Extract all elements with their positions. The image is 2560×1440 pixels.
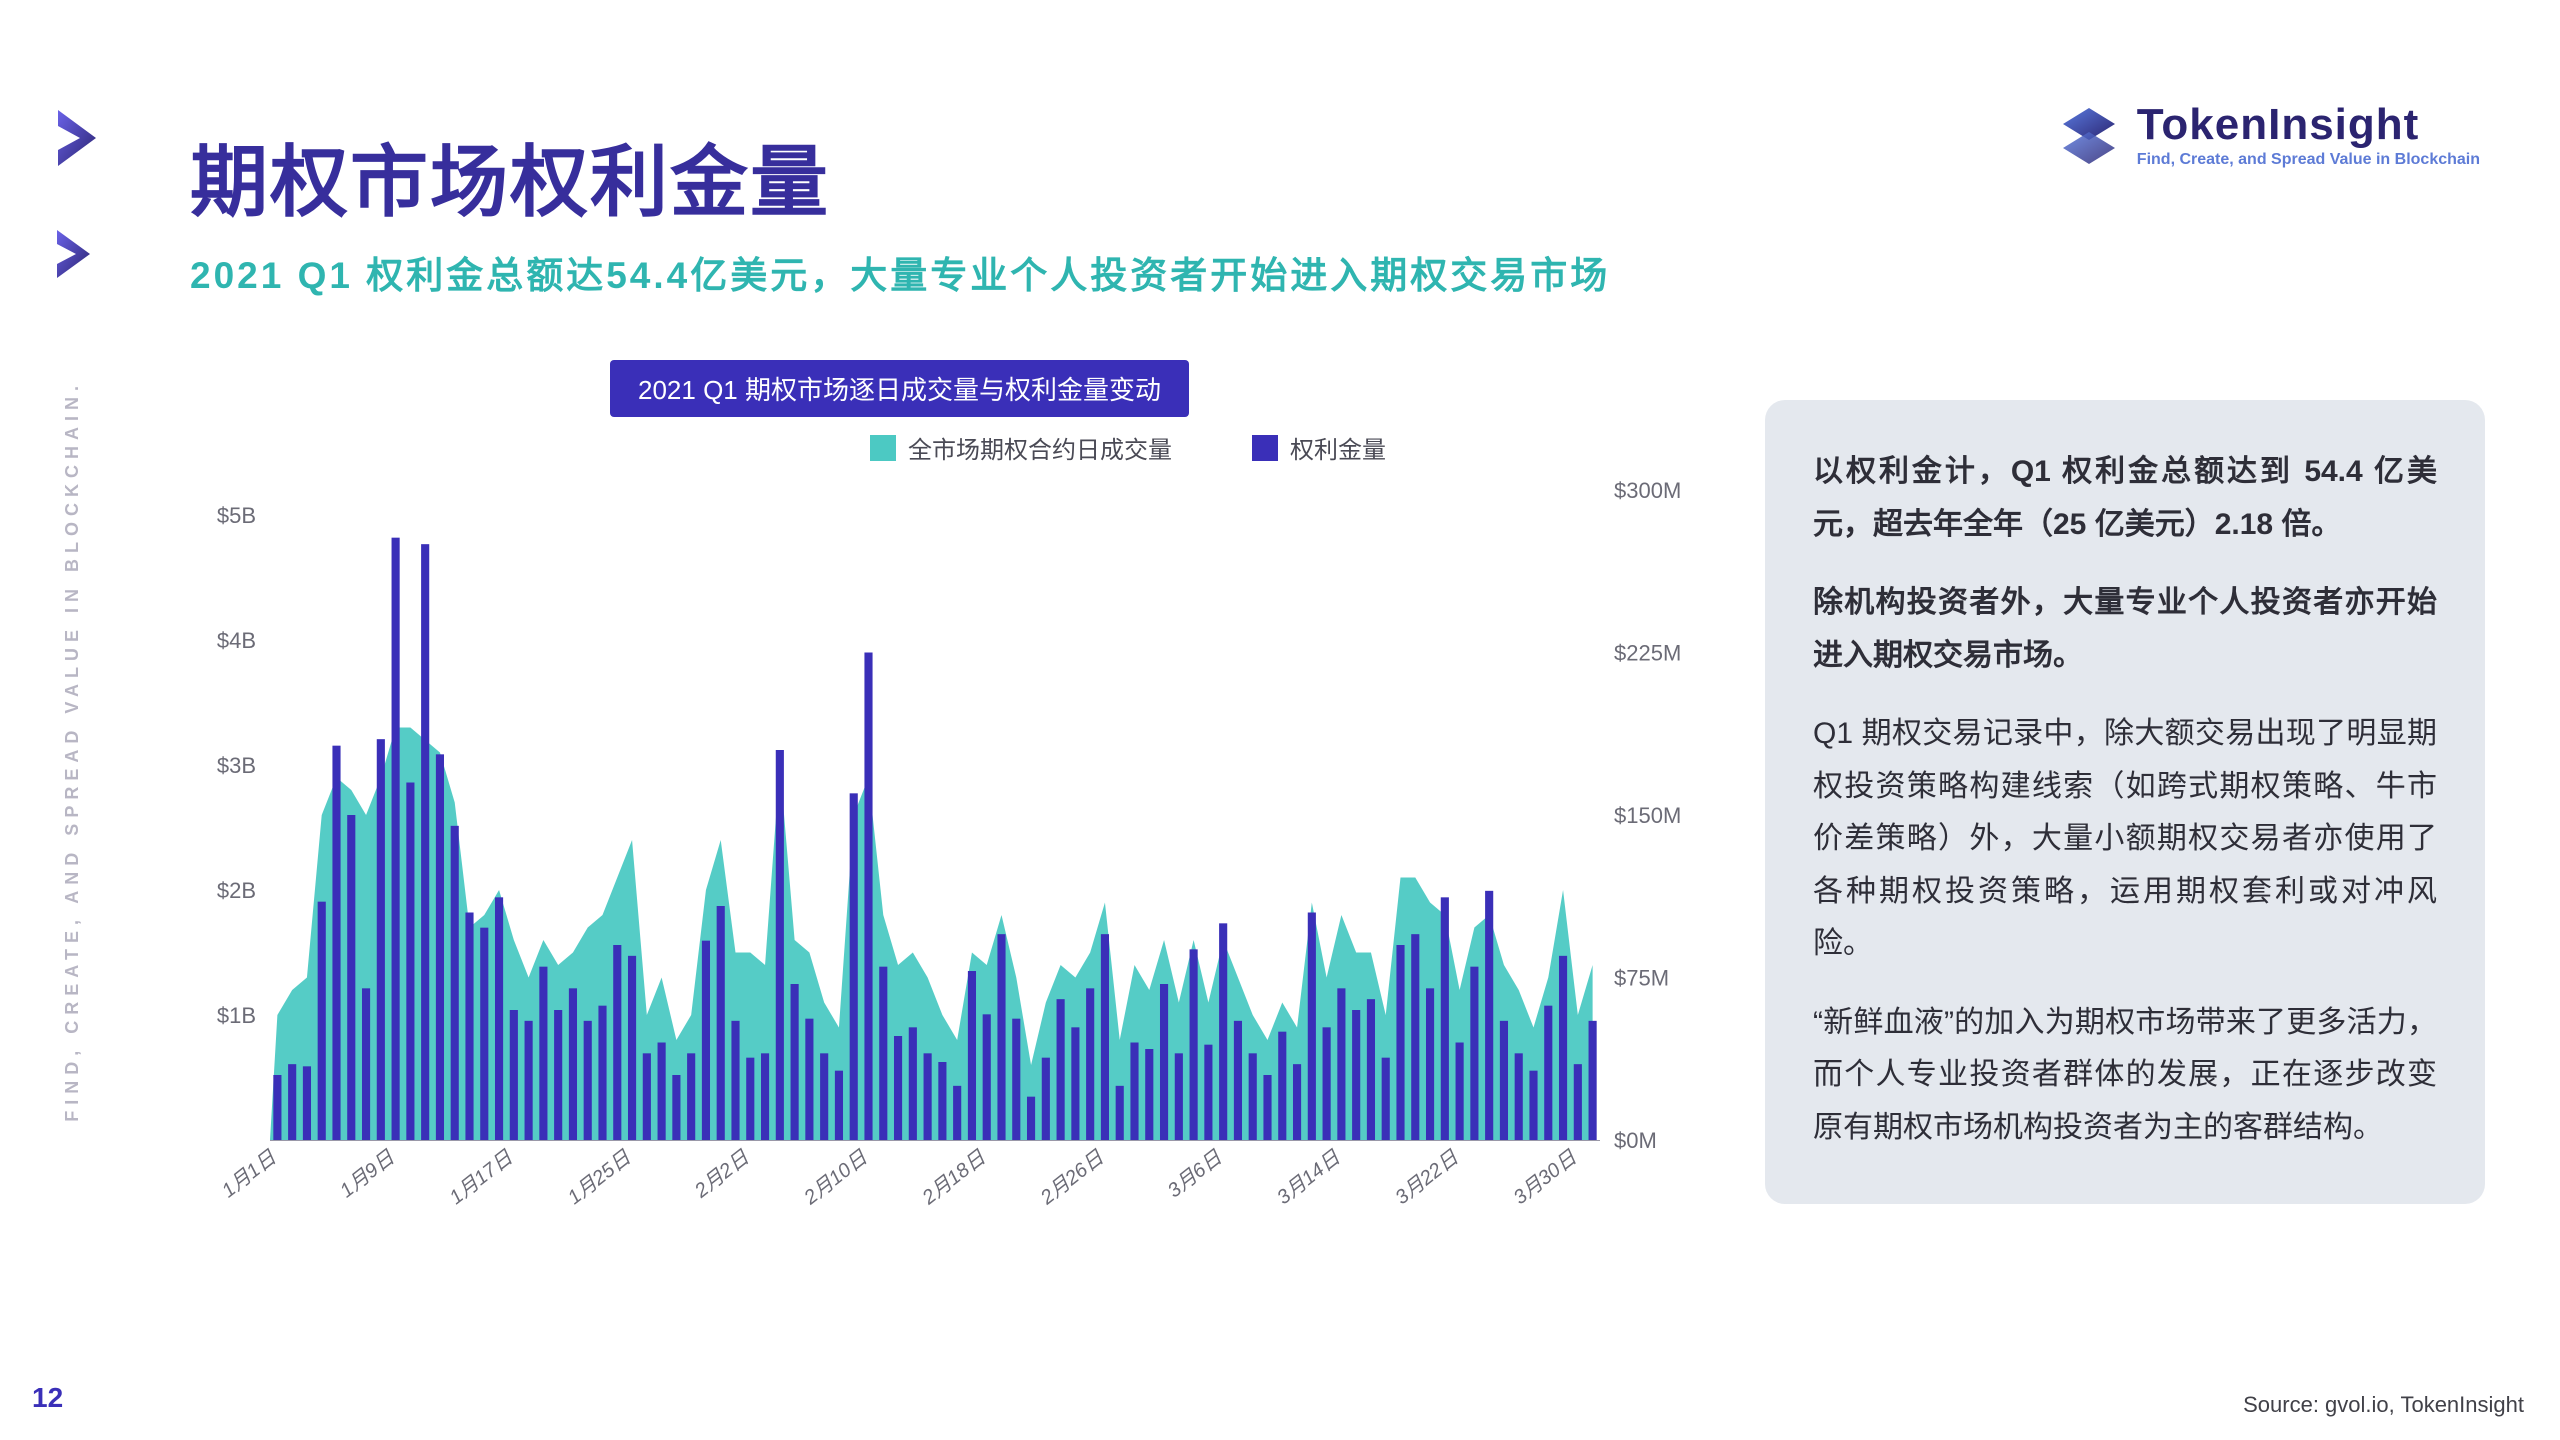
svg-text:$300M: $300M [1614,480,1681,503]
svg-text:2月10日: 2月10日 [799,1146,872,1210]
page-title: 期权市场权利金量 [190,120,830,232]
svg-text:3月14日: 3月14日 [1273,1146,1345,1209]
svg-text:1月9日: 1月9日 [336,1146,399,1202]
chart-legend: 全市场期权合约日成交量 权利金量 [870,430,1386,465]
side-strip: FIND, CREATE, AND SPREAD VALUE IN BLOCKC… [62,380,92,1280]
svg-text:$75M: $75M [1614,966,1669,991]
decor-chevron-2 [54,228,94,280]
svg-text:$0M: $0M [1614,1128,1657,1153]
svg-text:2月26日: 2月26日 [1036,1146,1109,1210]
svg-text:3月30日: 3月30日 [1510,1146,1582,1209]
svg-text:1月17日: 1月17日 [446,1146,518,1209]
page-subtitle: 2021 Q1 权利金总额达54.4亿美元，大量专业个人投资者开始进入期权交易市… [190,245,1610,299]
chart-plot: $1B $2B $3B $4B $5B $0M $75M $150M $225M $300M 1月1… [190,480,1710,1270]
decor-chevron-1 [54,108,100,168]
svg-text:$4B: $4B [217,628,256,653]
svg-text:$150M: $150M [1614,803,1681,828]
card-paragraph: Q1 期权交易记录中，除大额交易出现了明显期权投资策略构建线索（如跨式期权策略、… [1813,708,2437,971]
card-paragraph: 以权利金计，Q1 权利金总额达到 54.4 亿美元，超去年全年（25 亿美元）2… [1813,446,2437,551]
svg-text:$225M: $225M [1614,641,1681,666]
svg-text:3月6日: 3月6日 [1164,1146,1227,1202]
side-tagline: FIND, CREATE, AND SPREAD VALUE IN BLOCKC… [62,380,83,1122]
legend-area-label: 全市场期权合约日成交量 [908,430,1172,465]
chart-title: 2021 Q1 期权市场逐日成交量与权利金量变动 [610,360,1189,417]
page-number: 12 [32,1382,63,1414]
card-paragraph: “新鲜血液”的加入为期权市场带来了更多活力，而个人专业投资者群体的发展，正在逐步… [1813,997,2437,1155]
svg-text:2月2日: 2月2日 [690,1146,754,1203]
chart-container: 2021 Q1 期权市场逐日成交量与权利金量变动 全市场期权合约日成交量 权利金… [190,360,1710,1270]
source-line: Source: gvol.io, TokenInsight [2243,1392,2524,1418]
brand-tagline: Find, Create, and Spread Value in Blockc… [2137,151,2480,169]
svg-text:$5B: $5B [217,503,256,528]
svg-text:1月25日: 1月25日 [564,1146,636,1209]
legend-bar-swatch [1252,435,1278,461]
summary-card: 以权利金计，Q1 权利金总额达到 54.4 亿美元，超去年全年（25 亿美元）2… [1765,400,2485,1204]
svg-text:$2B: $2B [217,878,256,903]
svg-text:$3B: $3B [217,753,256,778]
card-paragraph: 除机构投资者外，大量专业个人投资者亦开始进入期权交易市场。 [1813,577,2437,682]
legend-area: 全市场期权合约日成交量 [870,430,1172,465]
legend-bar: 权利金量 [1252,430,1386,465]
svg-text:2月18日: 2月18日 [918,1146,991,1210]
brand-logo: TokenInsight Find, Create, and Spread Va… [2057,100,2480,169]
svg-text:$1B: $1B [217,1003,256,1028]
slide: FIND, CREATE, AND SPREAD VALUE IN BLOCKC… [0,0,2560,1440]
svg-text:1月1日: 1月1日 [218,1146,281,1202]
legend-bar-label: 权利金量 [1290,430,1386,465]
legend-area-swatch [870,435,896,461]
brand-name: TokenInsight [2137,100,2480,151]
brand-logo-icon [2057,102,2121,166]
svg-text:3月22日: 3月22日 [1391,1146,1463,1209]
